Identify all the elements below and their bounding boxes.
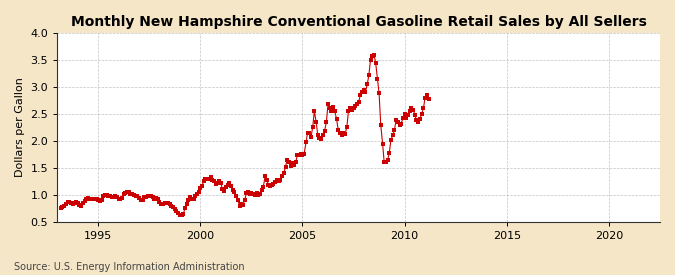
Y-axis label: Dollars per Gallon: Dollars per Gallon: [15, 77, 25, 177]
Title: Monthly New Hampshire Conventional Gasoline Retail Sales by All Sellers: Monthly New Hampshire Conventional Gasol…: [71, 15, 647, 29]
Text: Source: U.S. Energy Information Administration: Source: U.S. Energy Information Administ…: [14, 262, 244, 272]
